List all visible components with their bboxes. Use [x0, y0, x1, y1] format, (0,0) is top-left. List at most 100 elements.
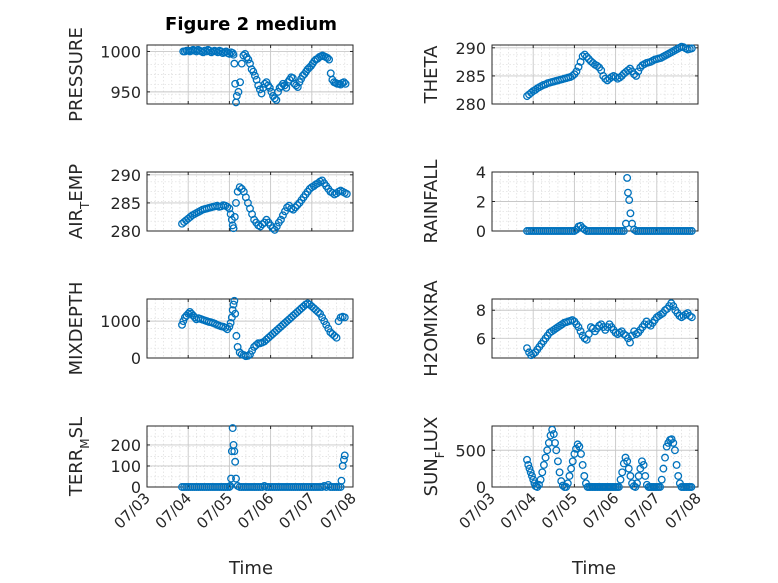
- data-point: [232, 474, 240, 483]
- data-point: [558, 320, 566, 329]
- data-point: [633, 479, 641, 488]
- data-point: [221, 323, 230, 332]
- y-tick-label: 0: [476, 478, 486, 497]
- data-point: [549, 430, 558, 439]
- series-markers: [523, 425, 696, 491]
- data-point: [543, 446, 552, 455]
- data-point: [229, 50, 238, 59]
- data-point: [565, 472, 574, 480]
- series-markers: [523, 173, 696, 235]
- data-point: [614, 483, 623, 491]
- axes-box: [146, 425, 354, 488]
- data-point: [661, 453, 669, 462]
- data-point: [293, 83, 302, 91]
- y-tick-label: 200: [110, 436, 141, 455]
- data-point: [616, 475, 625, 484]
- data-point: [575, 442, 584, 451]
- data-point: [573, 440, 582, 449]
- series-markers: [178, 176, 351, 234]
- data-point: [230, 213, 239, 221]
- data-point: [523, 344, 531, 353]
- data-point: [231, 457, 240, 466]
- data-point: [250, 71, 259, 80]
- data-point: [226, 481, 235, 490]
- y-tick-label: 280: [455, 95, 486, 114]
- data-point: [632, 71, 641, 80]
- data-point: [243, 351, 252, 360]
- data-point: [325, 55, 334, 64]
- data-point: [570, 227, 579, 235]
- data-point: [232, 331, 241, 340]
- data-point: [330, 331, 339, 340]
- data-point: [231, 79, 240, 88]
- data-point: [568, 457, 577, 466]
- data-point: [644, 320, 653, 329]
- data-point: [553, 457, 562, 466]
- figure-title: Figure 2 medium: [165, 14, 337, 35]
- axes-box: [146, 171, 354, 232]
- y-axis-label: MIXDEPTH: [66, 282, 87, 376]
- data-point: [626, 209, 635, 218]
- y-tick-label: 290: [455, 39, 486, 58]
- data-point: [281, 207, 289, 216]
- data-point: [626, 338, 634, 347]
- data-point: [574, 62, 583, 71]
- data-point: [623, 457, 632, 466]
- y-tick-label: 500: [455, 441, 486, 460]
- data-point: [626, 472, 635, 480]
- y-axis-label: TERRMSL: [66, 417, 92, 497]
- subplot-1: 950 1000 PRESSURE: [66, 27, 354, 122]
- data-point: [685, 311, 694, 320]
- data-point: [552, 446, 561, 455]
- y-tick-label: 280: [110, 222, 141, 241]
- series-markers: [178, 424, 349, 491]
- data-point: [178, 320, 186, 329]
- series-markers: [523, 42, 696, 101]
- data-point: [580, 472, 589, 480]
- data-point: [230, 447, 239, 456]
- y-tick-label: 6: [476, 329, 486, 348]
- data-point: [268, 224, 277, 233]
- y-tick-label: 2: [476, 193, 486, 212]
- data-point: [232, 198, 240, 207]
- data-point: [337, 476, 346, 485]
- data-point: [661, 306, 669, 315]
- subplot-6: 6 8 H2OMIXRA: [421, 280, 699, 377]
- data-point: [244, 55, 253, 64]
- data-point: [574, 323, 583, 332]
- data-point: [528, 472, 536, 480]
- data-point: [625, 196, 634, 204]
- data-point: [525, 464, 534, 473]
- y-tick-label: 100: [110, 457, 141, 476]
- data-point: [223, 202, 232, 211]
- data-point: [568, 316, 577, 325]
- y-tick-label: 950: [110, 83, 141, 102]
- data-point: [228, 424, 237, 433]
- y-axis-label: THETA: [421, 45, 442, 105]
- data-point: [657, 475, 666, 484]
- data-point: [526, 468, 535, 477]
- data-point: [595, 321, 604, 330]
- y-axis-label: AIRTEMP: [66, 164, 92, 239]
- data-point: [615, 328, 624, 337]
- data-point: [656, 483, 665, 491]
- data-point: [687, 44, 696, 53]
- data-point: [236, 78, 245, 87]
- data-point: [539, 461, 548, 469]
- data-point: [687, 483, 696, 491]
- axes-box: [491, 44, 699, 105]
- data-point: [638, 457, 646, 466]
- data-point: [634, 67, 643, 76]
- series-markers: [178, 296, 349, 361]
- y-tick-label: 290: [110, 166, 141, 185]
- subplot-2: 280 285 290 THETA: [421, 39, 699, 114]
- data-point: [323, 53, 332, 62]
- data-point: [593, 61, 602, 70]
- data-point: [339, 455, 348, 464]
- x-axis-label-right: Time: [571, 558, 616, 579]
- data-point: [584, 55, 593, 63]
- data-point: [662, 442, 671, 451]
- data-point: [538, 468, 547, 477]
- data-point: [237, 59, 246, 68]
